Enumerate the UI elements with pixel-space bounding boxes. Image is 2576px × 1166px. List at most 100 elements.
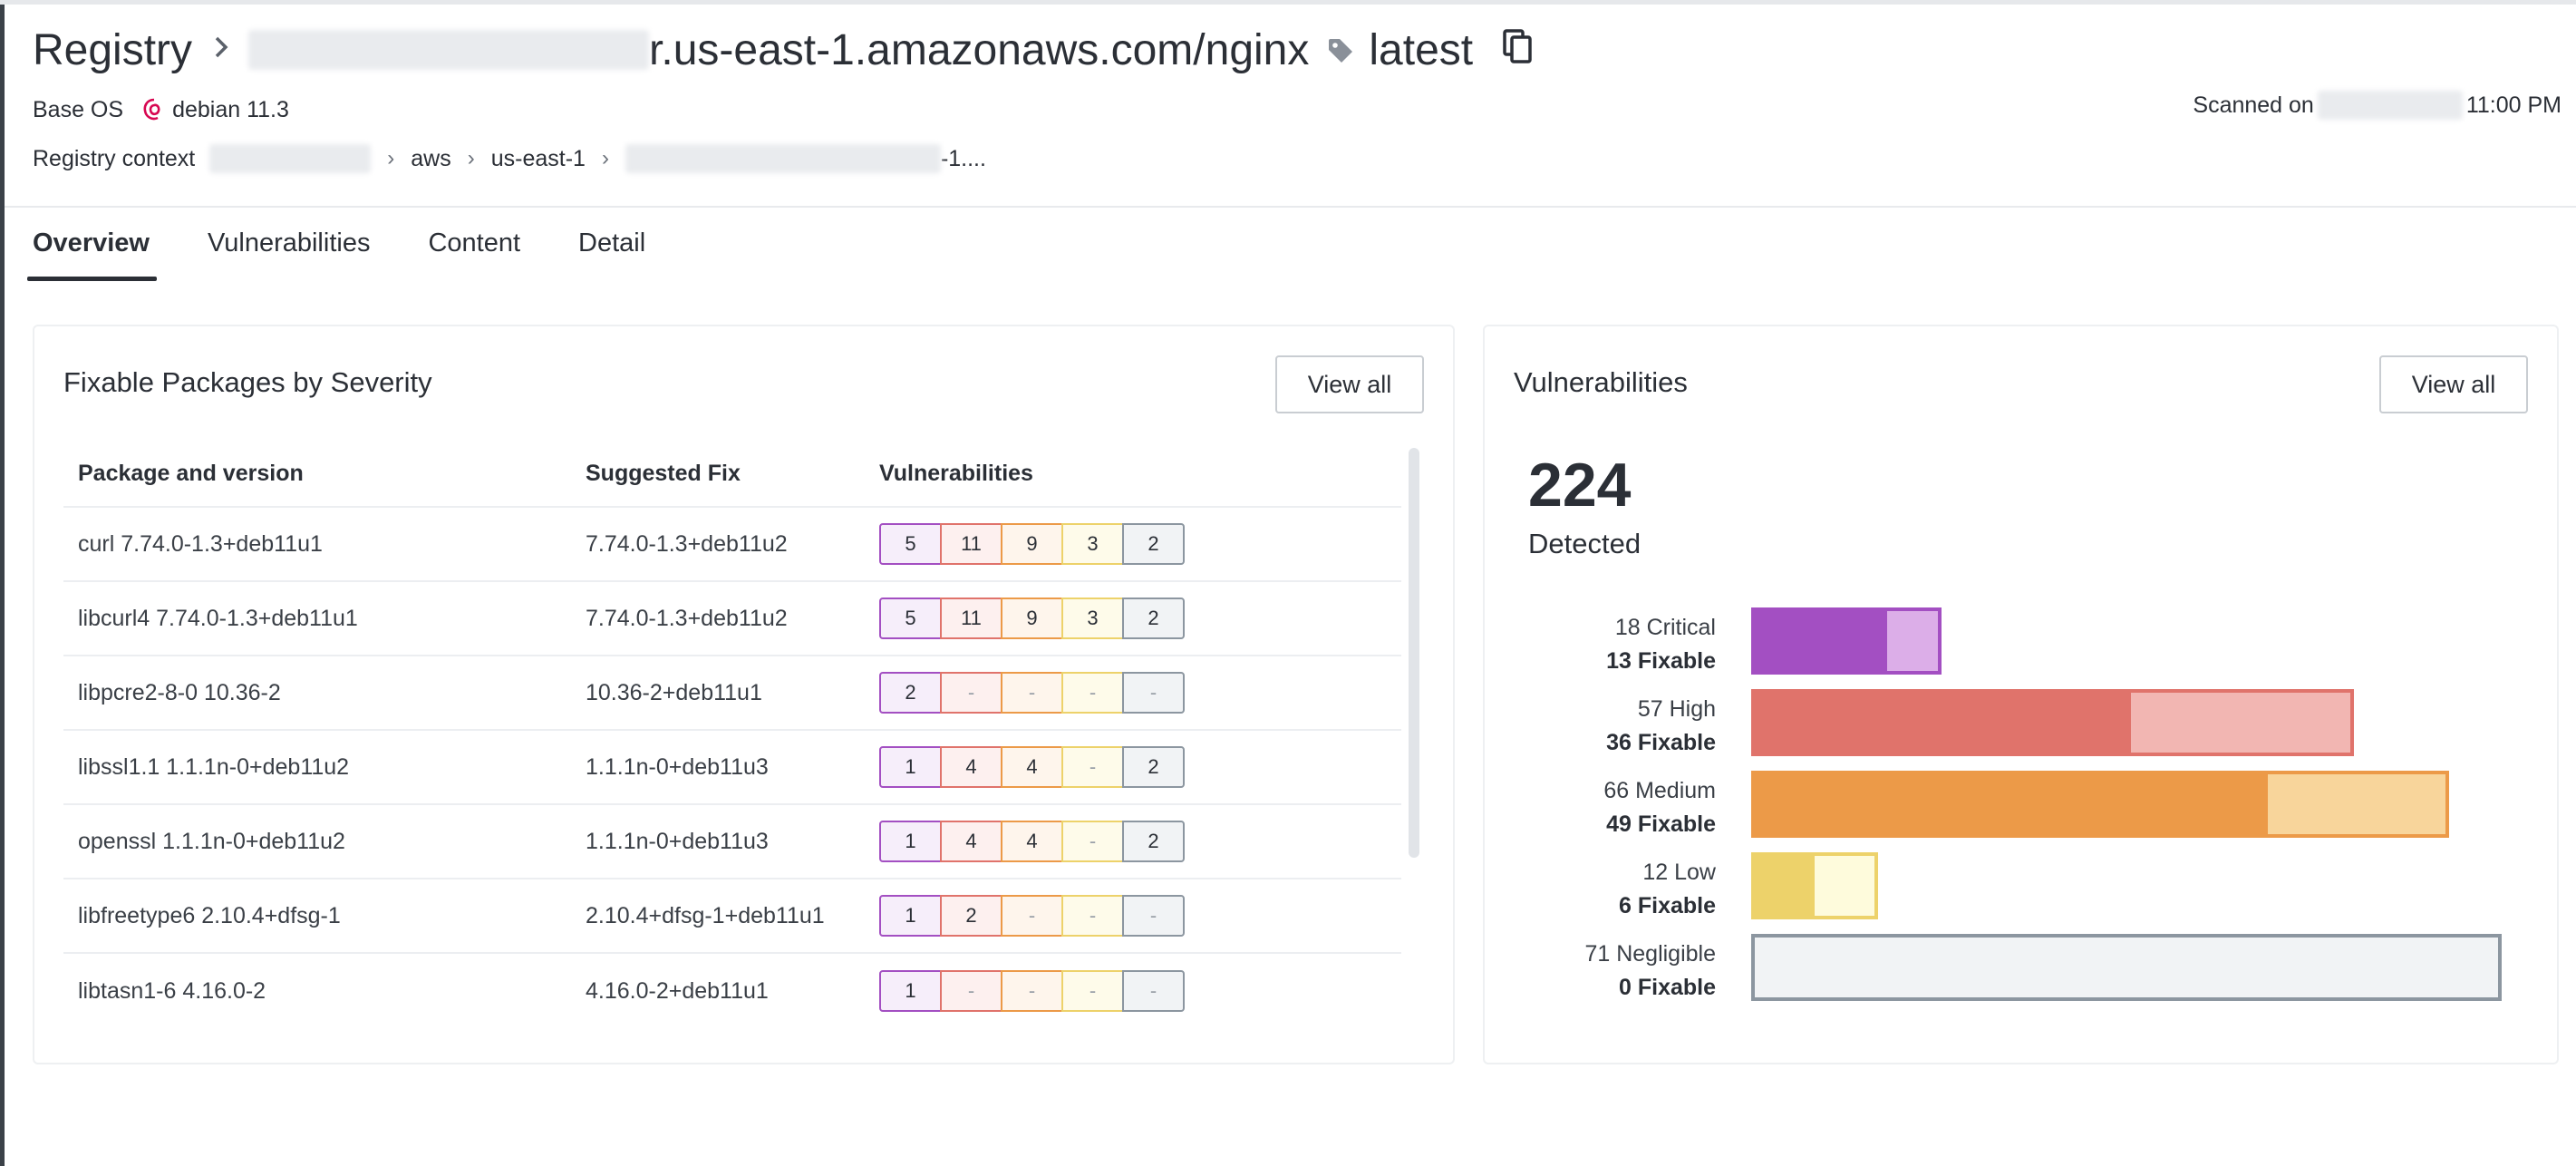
- table-row[interactable]: libfreetype6 2.10.4+dfsg-1 2.10.4+dfsg-1+…: [63, 879, 1401, 954]
- base-os-row: Base OS debian 11.3: [33, 94, 2561, 125]
- repository-name: r.us-east-1.amazonaws.com/nginx: [649, 25, 1310, 74]
- table-row[interactable]: libpcre2-8-0 10.36-2 10.36-2+deb11u1 2- - - -: [63, 656, 1401, 731]
- severity-count-label: 66 Medium: [1603, 778, 1716, 803]
- vulnerabilities-title: Vulnerabilities: [1514, 366, 1688, 398]
- severity-row-high[interactable]: 57 High 36 Fixable: [1485, 689, 2557, 756]
- low-bar[interactable]: [1751, 852, 1878, 919]
- negligible-count-badge: -: [1122, 895, 1185, 937]
- medium-fixable-segment: [1755, 774, 2268, 834]
- severity-row-critical[interactable]: 18 Critical 13 Fixable: [1485, 607, 2557, 675]
- redacted-registry-host: [625, 144, 941, 173]
- severity-row-low[interactable]: 12 Low 6 Fixable: [1485, 852, 2557, 919]
- vulnerabilities-card: Vulnerabilities View all 224 Detected 18…: [1483, 325, 2559, 1064]
- base-os-text: debian 11.3: [172, 96, 289, 122]
- high-fixable-segment: [1755, 693, 2131, 753]
- table-row[interactable]: libssl1.1 1.1.1n-0+deb11u2 1.1.1n-0+deb11…: [63, 731, 1401, 805]
- table-row[interactable]: openssl 1.1.1n-0+deb11u2 1.1.1n-0+deb11u3…: [63, 805, 1401, 879]
- context-crumb-region[interactable]: us-east-1: [490, 145, 586, 171]
- chevron-right-icon: [212, 31, 230, 69]
- detected-label: Detected: [1528, 528, 1641, 559]
- table-row[interactable]: libtasn1-6 4.16.0-2 4.16.0-2+deb11u1 1- - - -: [63, 954, 1401, 1028]
- low-count-badge: 3: [1061, 598, 1124, 639]
- context-crumb-tail[interactable]: -1....: [940, 145, 986, 171]
- severity-count-label: 12 Low: [1642, 860, 1716, 885]
- registry-context-row: Registry context › aws › us-east-1 › -1.…: [33, 143, 2561, 174]
- tab-content[interactable]: Content: [428, 228, 521, 257]
- critical-count-badge: 5: [879, 523, 942, 565]
- view-all-packages-button[interactable]: View all: [1275, 355, 1424, 413]
- suggested-fix: 10.36-2+deb11u1: [586, 679, 762, 705]
- suggested-fix: 2.10.4+dfsg-1+deb11u1: [586, 902, 825, 928]
- package-name: libssl1.1 1.1.1n-0+deb11u2: [78, 753, 350, 780]
- severity-count-label: 71 Negligible: [1584, 941, 1716, 967]
- suggested-fix: 4.16.0-2+deb11u1: [586, 977, 769, 1004]
- severity-fixable-label: 0 Fixable: [1619, 975, 1716, 1000]
- left-edge: [0, 0, 5, 1166]
- breadcrumb-registry-link[interactable]: Registry: [33, 25, 193, 74]
- table-row[interactable]: libcurl4 7.74.0-1.3+deb11u1 7.74.0-1.3+de…: [63, 582, 1401, 656]
- critical-fixable-segment: [1755, 611, 1887, 671]
- negligible-count-badge: -: [1122, 970, 1185, 1012]
- tab-detail[interactable]: Detail: [578, 228, 646, 257]
- table-row[interactable]: curl 7.74.0-1.3+deb11u1 7.74.0-1.3+deb11u…: [63, 508, 1401, 582]
- medium-count-badge: -: [1001, 895, 1063, 937]
- tab-vulnerabilities[interactable]: Vulnerabilities: [207, 228, 371, 257]
- fixable-packages-card: Fixable Packages by Severity View all Pa…: [33, 325, 1455, 1064]
- severity-fixable-label: 13 Fixable: [1606, 648, 1716, 674]
- negligible-count-badge: 2: [1122, 523, 1185, 565]
- table-scrollbar[interactable]: [1409, 448, 1419, 858]
- copy-icon[interactable]: [1502, 25, 1535, 75]
- vulnerability-counts: 5 11 9 3 2: [879, 598, 1387, 639]
- negligible-count-badge: -: [1122, 672, 1185, 714]
- total-vulnerability-count: 224: [1528, 451, 1632, 520]
- medium-count-badge: 9: [1001, 598, 1063, 639]
- column-header-vulnerabilities[interactable]: Vulnerabilities: [879, 460, 1033, 486]
- package-name: libcurl4 7.74.0-1.3+deb11u1: [78, 605, 358, 631]
- column-header-package[interactable]: Package and version: [78, 460, 304, 486]
- fixable-packages-title: Fixable Packages by Severity: [63, 366, 432, 398]
- high-count-badge: -: [940, 672, 1002, 714]
- base-os-value: debian 11.3: [141, 97, 289, 123]
- severity-fixable-label: 36 Fixable: [1606, 730, 1716, 755]
- high-count-badge: 11: [940, 598, 1002, 639]
- severity-label: 12 Low 6 Fixable: [1619, 856, 1716, 923]
- medium-count-badge: -: [1001, 970, 1063, 1012]
- scanned-time: 11:00 PM: [2465, 92, 2561, 118]
- high-count-badge: 11: [940, 523, 1002, 565]
- scanned-on: Scanned on 11:00 PM: [2193, 91, 2561, 120]
- base-os-label: Base OS: [33, 96, 124, 122]
- critical-count-badge: 2: [879, 672, 942, 714]
- breadcrumb: Registry r.us-east-1.amazonaws.com/nginx…: [33, 20, 2561, 80]
- medium-count-badge: 9: [1001, 523, 1063, 565]
- redacted-context: [209, 144, 372, 173]
- redacted-account-id: [248, 30, 650, 70]
- critical-count-badge: 1: [879, 970, 942, 1012]
- severity-label: 57 High 36 Fixable: [1606, 693, 1716, 760]
- negligible-bar[interactable]: [1751, 934, 2502, 1001]
- medium-bar[interactable]: [1751, 771, 2449, 838]
- registry-context-label: Registry context: [33, 145, 196, 171]
- chevron-right-icon: ›: [387, 146, 395, 170]
- low-count-badge: -: [1061, 672, 1124, 714]
- severity-label: 18 Critical 13 Fixable: [1606, 611, 1716, 678]
- top-edge: [0, 0, 2576, 5]
- suggested-fix: 1.1.1n-0+deb11u3: [586, 753, 769, 780]
- column-header-fix[interactable]: Suggested Fix: [586, 460, 741, 486]
- negligible-count-badge: 2: [1122, 746, 1185, 788]
- high-bar[interactable]: [1751, 689, 2354, 756]
- view-all-vulnerabilities-button[interactable]: View all: [2379, 355, 2528, 413]
- low-count-badge: -: [1061, 895, 1124, 937]
- tab-overview[interactable]: Overview: [27, 228, 157, 281]
- low-count-badge: -: [1061, 821, 1124, 862]
- debian-icon: [143, 98, 160, 121]
- chevron-right-icon: ›: [601, 146, 609, 170]
- severity-row-negligible[interactable]: 71 Negligible 0 Fixable: [1485, 934, 2557, 1001]
- context-crumb-aws[interactable]: aws: [411, 145, 451, 171]
- severity-row-medium[interactable]: 66 Medium 49 Fixable: [1485, 771, 2557, 838]
- package-name: libtasn1-6 4.16.0-2: [78, 977, 266, 1004]
- critical-count-badge: 1: [879, 821, 942, 862]
- negligible-count-badge: 2: [1122, 821, 1185, 862]
- critical-bar[interactable]: [1751, 607, 1942, 675]
- suggested-fix: 7.74.0-1.3+deb11u2: [586, 605, 788, 631]
